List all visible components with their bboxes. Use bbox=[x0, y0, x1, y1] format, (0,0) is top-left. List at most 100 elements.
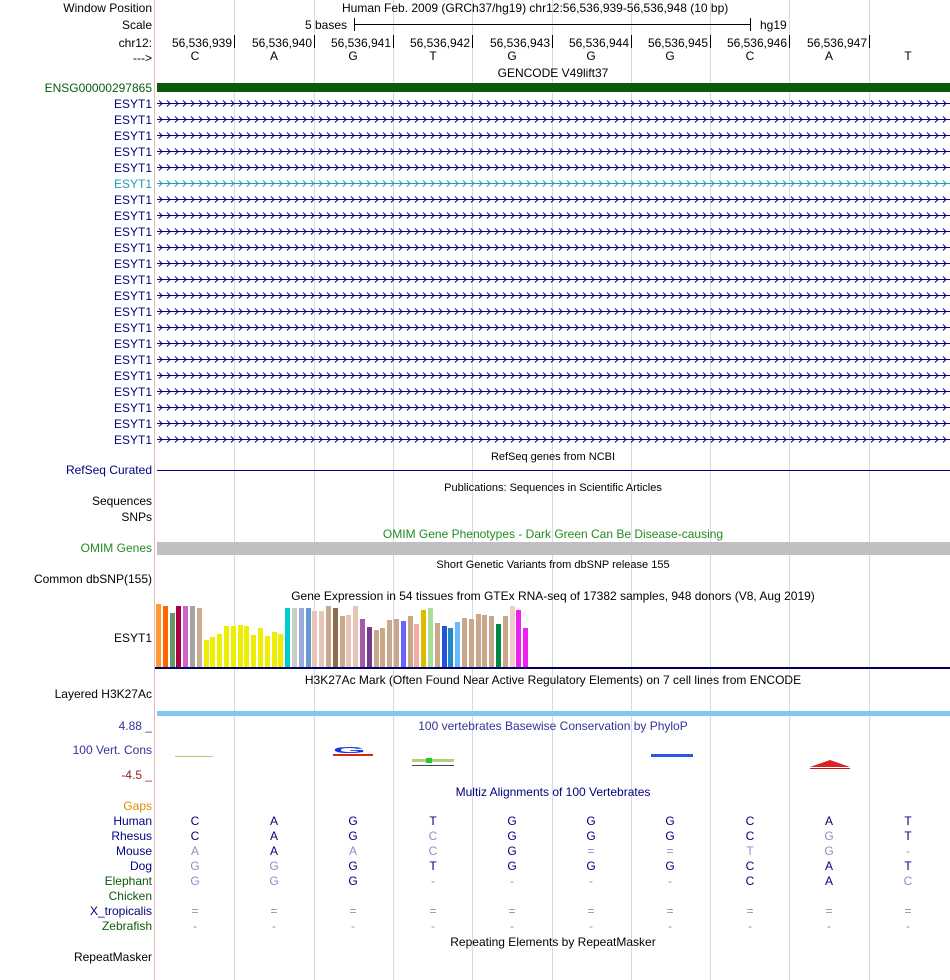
gtex-tissue-bar[interactable] bbox=[434, 623, 440, 667]
gtex-tissue-bar[interactable] bbox=[326, 606, 331, 667]
gtex-tissue-bar[interactable] bbox=[366, 627, 372, 667]
gtex-expression-chart[interactable] bbox=[155, 604, 555, 667]
transcript-label[interactable]: ESYT1 bbox=[113, 113, 152, 127]
transcript-label[interactable]: ESYT1 bbox=[113, 257, 152, 271]
gtex-tissue-bar[interactable] bbox=[414, 624, 420, 667]
gtex-tissue-bar[interactable] bbox=[482, 615, 488, 667]
gtex-tissue-bar[interactable] bbox=[162, 606, 168, 667]
transcript-intron[interactable] bbox=[157, 434, 950, 445]
gtex-tissue-bar[interactable] bbox=[169, 613, 175, 667]
transcript-intron[interactable] bbox=[157, 386, 950, 397]
omim-gene-block[interactable] bbox=[157, 542, 950, 555]
transcript-label[interactable]: ESYT1 bbox=[113, 385, 152, 399]
gtex-tissue-bar[interactable] bbox=[312, 611, 318, 667]
gtex-tissue-bar[interactable] bbox=[210, 637, 216, 667]
gtex-tissue-bar[interactable] bbox=[190, 606, 195, 667]
refseq-label[interactable]: RefSeq Curated bbox=[65, 463, 152, 477]
species-label[interactable]: Elephant bbox=[104, 874, 152, 888]
gtex-tissue-bar[interactable] bbox=[523, 628, 529, 667]
gtex-tissue-bar[interactable] bbox=[400, 621, 406, 667]
transcript-label[interactable]: ESYT1 bbox=[113, 417, 152, 431]
strand-label[interactable]: ---> bbox=[133, 51, 152, 65]
gtex-tissue-bar[interactable] bbox=[394, 619, 399, 667]
gaps-label[interactable]: Gaps bbox=[123, 799, 152, 813]
transcript-label[interactable]: ESYT1 bbox=[113, 337, 152, 351]
h3k27ac-signal[interactable] bbox=[157, 711, 950, 716]
gtex-tissue-bar[interactable] bbox=[278, 634, 284, 667]
species-label[interactable]: Zebrafish bbox=[101, 919, 152, 933]
transcript-label[interactable]: ESYT1 bbox=[113, 353, 152, 367]
transcript-intron[interactable] bbox=[157, 98, 950, 109]
gtex-tissue-bar[interactable] bbox=[509, 606, 515, 667]
species-label[interactable]: Rhesus bbox=[111, 829, 152, 843]
gtex-tissue-bar[interactable] bbox=[258, 628, 263, 667]
gtex-tissue-bar[interactable] bbox=[285, 608, 291, 667]
gtex-tissue-bar[interactable] bbox=[496, 624, 501, 667]
transcript-label[interactable]: ESYT1 bbox=[113, 161, 152, 175]
gtex-tissue-bar[interactable] bbox=[428, 608, 433, 667]
transcript-intron[interactable] bbox=[157, 178, 950, 189]
gtex-tissue-bar[interactable] bbox=[373, 630, 379, 667]
transcript-label[interactable]: ESYT1 bbox=[113, 209, 152, 223]
dbsnp-label[interactable]: Common dbSNP(155) bbox=[33, 572, 152, 586]
transcript-label[interactable]: ESYT1 bbox=[113, 369, 152, 383]
gtex-tissue-bar[interactable] bbox=[244, 626, 250, 667]
transcript-intron[interactable] bbox=[157, 274, 950, 285]
gtex-tissue-bar[interactable] bbox=[448, 628, 454, 667]
gtex-tissue-bar[interactable] bbox=[475, 614, 481, 667]
transcript-intron[interactable] bbox=[157, 258, 950, 269]
transcript-label[interactable]: ESYT1 bbox=[113, 225, 152, 239]
species-label[interactable]: Human bbox=[113, 814, 152, 828]
gtex-tissue-bar[interactable] bbox=[217, 634, 223, 667]
transcript-intron[interactable] bbox=[157, 322, 950, 333]
transcript-label[interactable]: ESYT1 bbox=[113, 433, 152, 447]
transcript-intron[interactable] bbox=[157, 130, 950, 141]
gtex-tissue-bar[interactable] bbox=[346, 615, 352, 667]
gtex-tissue-bar[interactable] bbox=[224, 626, 229, 667]
gtex-label[interactable]: ESYT1 bbox=[113, 631, 152, 645]
omim-label[interactable]: OMIM Genes bbox=[80, 541, 152, 555]
transcript-intron[interactable] bbox=[157, 338, 950, 349]
gtex-tissue-bar[interactable] bbox=[305, 608, 311, 667]
gene-block[interactable] bbox=[157, 83, 950, 92]
gtex-tissue-bar[interactable] bbox=[339, 616, 345, 667]
transcript-intron[interactable] bbox=[157, 306, 950, 317]
gtex-tissue-bar[interactable] bbox=[264, 636, 270, 667]
gtex-tissue-bar[interactable] bbox=[462, 618, 467, 667]
gtex-tissue-bar[interactable] bbox=[183, 606, 189, 667]
transcript-label[interactable]: ESYT1 bbox=[113, 321, 152, 335]
transcript-label[interactable]: ESYT1 bbox=[113, 97, 152, 111]
gtex-tissue-bar[interactable] bbox=[251, 635, 257, 667]
refseq-gene-line[interactable] bbox=[157, 470, 950, 471]
gtex-tissue-bar[interactable] bbox=[502, 616, 508, 667]
species-label[interactable]: X_tropicalis bbox=[89, 904, 152, 918]
transcript-intron[interactable] bbox=[157, 114, 950, 125]
gtex-tissue-bar[interactable] bbox=[407, 616, 413, 667]
phylop-label[interactable]: 100 Vert. Cons bbox=[72, 743, 152, 757]
gtex-tissue-bar[interactable] bbox=[516, 610, 522, 667]
transcript-label[interactable]: ESYT1 bbox=[113, 305, 152, 319]
gtex-tissue-bar[interactable] bbox=[237, 625, 243, 667]
transcript-label[interactable]: ESYT1 bbox=[113, 129, 152, 143]
gtex-tissue-bar[interactable] bbox=[468, 619, 474, 667]
gtex-tissue-bar[interactable] bbox=[156, 604, 161, 667]
gtex-tissue-bar[interactable] bbox=[292, 608, 297, 667]
gtex-tissue-bar[interactable] bbox=[353, 606, 359, 667]
species-label[interactable]: Mouse bbox=[115, 844, 152, 858]
repeatmasker-label[interactable]: RepeatMasker bbox=[73, 950, 152, 964]
transcript-intron[interactable] bbox=[157, 402, 950, 413]
transcript-label[interactable]: ESYT1 bbox=[113, 289, 152, 303]
gtex-tissue-bar[interactable] bbox=[455, 622, 461, 667]
transcript-intron[interactable] bbox=[157, 418, 950, 429]
publications-sequences-label[interactable]: Sequences bbox=[91, 494, 152, 508]
h3k27ac-label[interactable]: Layered H3K27Ac bbox=[54, 687, 152, 701]
transcript-label[interactable]: ESYT1 bbox=[113, 273, 152, 287]
gtex-tissue-bar[interactable] bbox=[271, 632, 277, 667]
gtex-tissue-bar[interactable] bbox=[176, 606, 182, 667]
gtex-tissue-bar[interactable] bbox=[421, 610, 427, 667]
publications-snps-label[interactable]: SNPs bbox=[121, 510, 152, 524]
gtex-tissue-bar[interactable] bbox=[298, 608, 304, 667]
transcript-intron[interactable] bbox=[157, 146, 950, 157]
species-label[interactable]: Chicken bbox=[108, 889, 152, 903]
gtex-tissue-bar[interactable] bbox=[441, 626, 447, 667]
